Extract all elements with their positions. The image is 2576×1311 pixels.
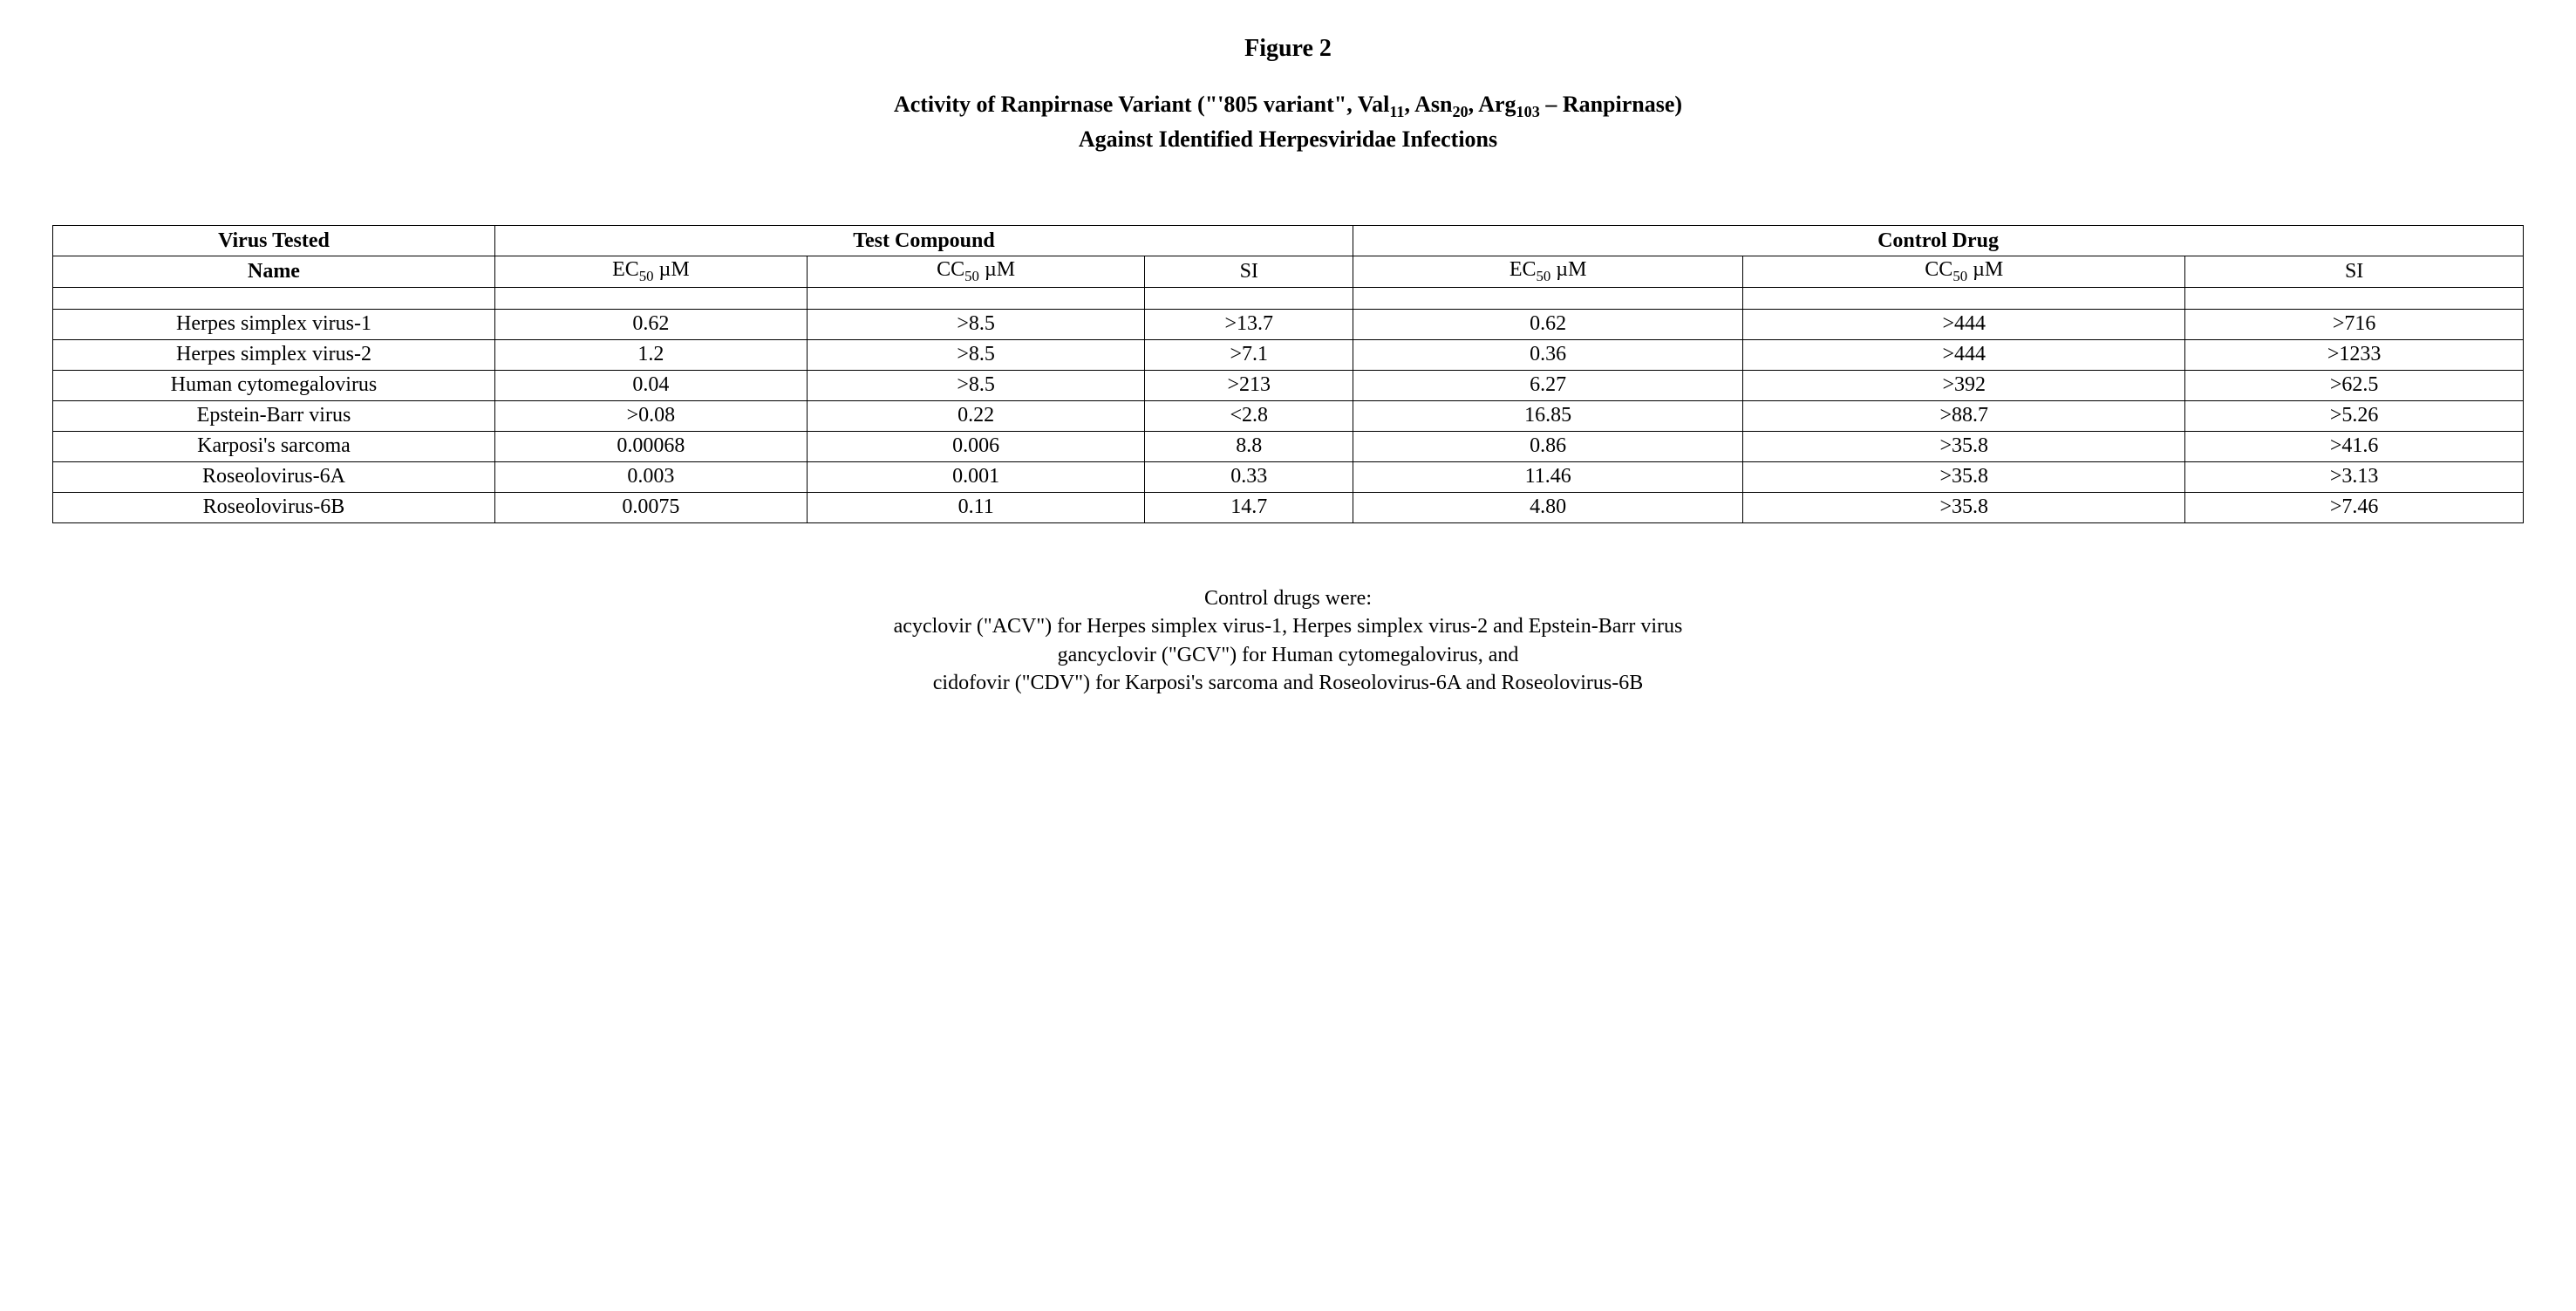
cell-tc-cc50: >8.5: [807, 370, 1145, 400]
header-row-1: Virus Tested Test Compound Control Drug: [53, 226, 2524, 256]
table-row: Herpes simplex virus-10.62>8.5>13.70.62>…: [53, 309, 2524, 339]
header-row-2: Name EC50 µM CC50 µM SI EC50 µM CC50 µM …: [53, 256, 2524, 288]
cell-cd-ec50: 4.80: [1353, 492, 1743, 522]
footnote: Control drugs were:acyclovir ("ACV") for…: [52, 584, 2524, 698]
cell-cd-cc50: >35.8: [1743, 431, 2185, 461]
cell-tc-cc50: >8.5: [807, 339, 1145, 370]
cell-cd-cc50: >35.8: [1743, 492, 2185, 522]
cell-tc-cc50: 0.001: [807, 461, 1145, 492]
cell-virus-name: Human cytomegalovirus: [53, 370, 495, 400]
cell-virus-name: Herpes simplex virus-1: [53, 309, 495, 339]
cell-cd-ec50: 6.27: [1353, 370, 1743, 400]
cell-tc-ec50: 0.62: [494, 309, 807, 339]
cell-tc-si: 8.8: [1145, 431, 1353, 461]
cell-cd-si: >62.5: [2185, 370, 2524, 400]
cell-tc-ec50: 1.2: [494, 339, 807, 370]
table-row: Roseolovirus-6B0.00750.1114.74.80>35.8>7…: [53, 492, 2524, 522]
cell-cd-cc50: >35.8: [1743, 461, 2185, 492]
cell-virus-name: Karposi's sarcoma: [53, 431, 495, 461]
cell-tc-ec50: >0.08: [494, 400, 807, 431]
cell-tc-cc50: 0.11: [807, 492, 1145, 522]
table-row: Karposi's sarcoma0.000680.0068.80.86>35.…: [53, 431, 2524, 461]
table-row: Human cytomegalovirus0.04>8.5>2136.27>39…: [53, 370, 2524, 400]
data-table: Virus Tested Test Compound Control Drug …: [52, 225, 2524, 523]
cell-tc-ec50: 0.04: [494, 370, 807, 400]
cell-tc-ec50: 0.0075: [494, 492, 807, 522]
header-control-drug: Control Drug: [1353, 226, 2524, 256]
header-test-compound: Test Compound: [494, 226, 1353, 256]
header-cd-ec50: EC50 µM: [1353, 256, 1743, 288]
cell-cd-si: >41.6: [2185, 431, 2524, 461]
cell-cd-si: >5.26: [2185, 400, 2524, 431]
cell-tc-ec50: 0.00068: [494, 431, 807, 461]
cell-cd-cc50: >88.7: [1743, 400, 2185, 431]
cell-tc-si: 0.33: [1145, 461, 1353, 492]
figure-subtitle: Activity of Ranpirnase Variant ("'805 va…: [52, 89, 2524, 155]
table-body: Herpes simplex virus-10.62>8.5>13.70.62>…: [53, 309, 2524, 522]
cell-virus-name: Roseolovirus-6A: [53, 461, 495, 492]
cell-cd-ec50: 16.85: [1353, 400, 1743, 431]
cell-cd-ec50: 0.86: [1353, 431, 1743, 461]
cell-virus-name: Herpes simplex virus-2: [53, 339, 495, 370]
footnote-line: gancyclovir ("GCV") for Human cytomegalo…: [52, 641, 2524, 669]
footnote-line: cidofovir ("CDV") for Karposi's sarcoma …: [52, 669, 2524, 697]
header-cd-si: SI: [2185, 256, 2524, 288]
cell-tc-si: >13.7: [1145, 309, 1353, 339]
figure-label: Figure 2: [52, 35, 2524, 63]
cell-cd-cc50: >444: [1743, 309, 2185, 339]
cell-cd-si: >1233: [2185, 339, 2524, 370]
footnote-line: acyclovir ("ACV") for Herpes simplex vir…: [52, 612, 2524, 640]
header-tc-ec50: EC50 µM: [494, 256, 807, 288]
table-row: Roseolovirus-6A0.0030.0010.3311.46>35.8>…: [53, 461, 2524, 492]
table-row: Epstein-Barr virus>0.080.22<2.816.85>88.…: [53, 400, 2524, 431]
cell-virus-name: Epstein-Barr virus: [53, 400, 495, 431]
cell-tc-si: >7.1: [1145, 339, 1353, 370]
cell-tc-si: <2.8: [1145, 400, 1353, 431]
cell-cd-si: >716: [2185, 309, 2524, 339]
header-virus-tested: Virus Tested: [53, 226, 495, 256]
header-tc-si: SI: [1145, 256, 1353, 288]
cell-cd-si: >3.13: [2185, 461, 2524, 492]
cell-tc-si: 14.7: [1145, 492, 1353, 522]
spacer-row: [53, 287, 2524, 309]
table-row: Herpes simplex virus-21.2>8.5>7.10.36>44…: [53, 339, 2524, 370]
cell-cd-cc50: >392: [1743, 370, 2185, 400]
cell-cd-si: >7.46: [2185, 492, 2524, 522]
cell-cd-ec50: 11.46: [1353, 461, 1743, 492]
header-name: Name: [53, 256, 495, 288]
cell-tc-cc50: >8.5: [807, 309, 1145, 339]
cell-cd-ec50: 0.62: [1353, 309, 1743, 339]
header-cd-cc50: CC50 µM: [1743, 256, 2185, 288]
cell-tc-ec50: 0.003: [494, 461, 807, 492]
cell-cd-cc50: >444: [1743, 339, 2185, 370]
footnote-line: Control drugs were:: [52, 584, 2524, 612]
cell-virus-name: Roseolovirus-6B: [53, 492, 495, 522]
cell-tc-cc50: 0.22: [807, 400, 1145, 431]
cell-tc-cc50: 0.006: [807, 431, 1145, 461]
header-tc-cc50: CC50 µM: [807, 256, 1145, 288]
cell-tc-si: >213: [1145, 370, 1353, 400]
cell-cd-ec50: 0.36: [1353, 339, 1743, 370]
